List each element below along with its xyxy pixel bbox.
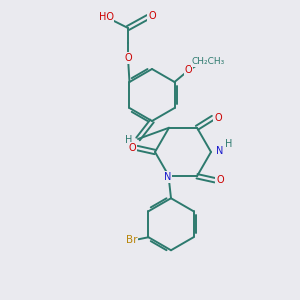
Text: O: O: [128, 143, 136, 153]
Text: N: N: [216, 146, 224, 156]
Text: H: H: [225, 139, 233, 149]
Text: CH₂CH₃: CH₂CH₃: [192, 58, 225, 67]
Text: O: O: [148, 11, 156, 21]
Text: O: O: [214, 113, 222, 123]
Text: HO: HO: [98, 12, 113, 22]
Text: O: O: [185, 65, 192, 75]
Text: H: H: [125, 135, 133, 145]
Text: O: O: [216, 175, 224, 185]
Text: O: O: [124, 53, 132, 63]
Text: N: N: [164, 172, 172, 182]
Text: Br: Br: [126, 235, 137, 245]
